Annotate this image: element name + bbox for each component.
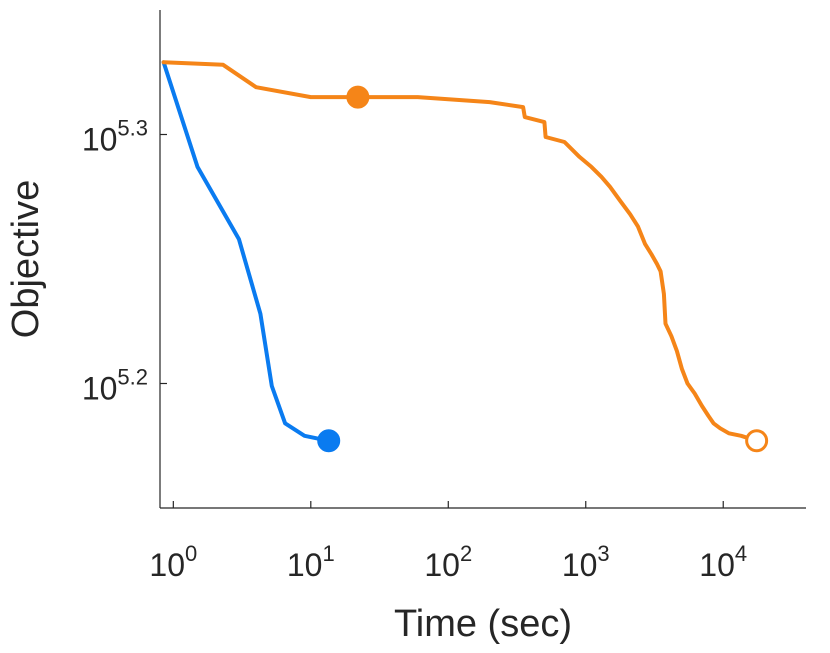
y-tick-label: 105.3 bbox=[82, 116, 148, 158]
x-tick-base: 10 bbox=[562, 547, 598, 583]
series-1-marker bbox=[317, 429, 341, 453]
x-tick-base: 10 bbox=[699, 547, 735, 583]
y-tick-base: 10 bbox=[82, 371, 118, 407]
x-tick-label: 101 bbox=[287, 541, 335, 583]
x-tick-exponent: 2 bbox=[460, 541, 472, 566]
x-tick-exponent: 3 bbox=[597, 541, 609, 566]
x-tick-exponent: 4 bbox=[735, 541, 747, 566]
y-tick-base: 10 bbox=[82, 122, 118, 158]
y-tick-exponent: 5.3 bbox=[117, 116, 148, 141]
x-axis-title: Time (sec) bbox=[394, 603, 572, 645]
series-2-marker bbox=[346, 85, 370, 109]
y-axis-title: Objective bbox=[5, 180, 47, 338]
axes bbox=[159, 10, 806, 509]
x-tick-label: 102 bbox=[424, 541, 472, 583]
series-1-line bbox=[161, 60, 331, 443]
x-tick-base: 10 bbox=[287, 547, 323, 583]
y-tick-label: 105.2 bbox=[82, 365, 148, 407]
x-tick-exponent: 1 bbox=[322, 541, 334, 566]
x-tick-label: 104 bbox=[699, 541, 747, 583]
x-tick-label: 103 bbox=[562, 541, 610, 583]
x-ticks: 100 101 102 103 104 bbox=[149, 501, 747, 583]
x-tick-label: 100 bbox=[149, 541, 197, 583]
x-tick-base: 10 bbox=[424, 547, 460, 583]
series-2-end-marker bbox=[745, 429, 769, 453]
series-2-line bbox=[161, 60, 759, 443]
x-tick-exponent: 0 bbox=[185, 541, 197, 566]
series-layer bbox=[161, 60, 769, 453]
x-tick-base: 10 bbox=[149, 547, 185, 583]
y-tick-exponent: 5.2 bbox=[117, 365, 148, 390]
